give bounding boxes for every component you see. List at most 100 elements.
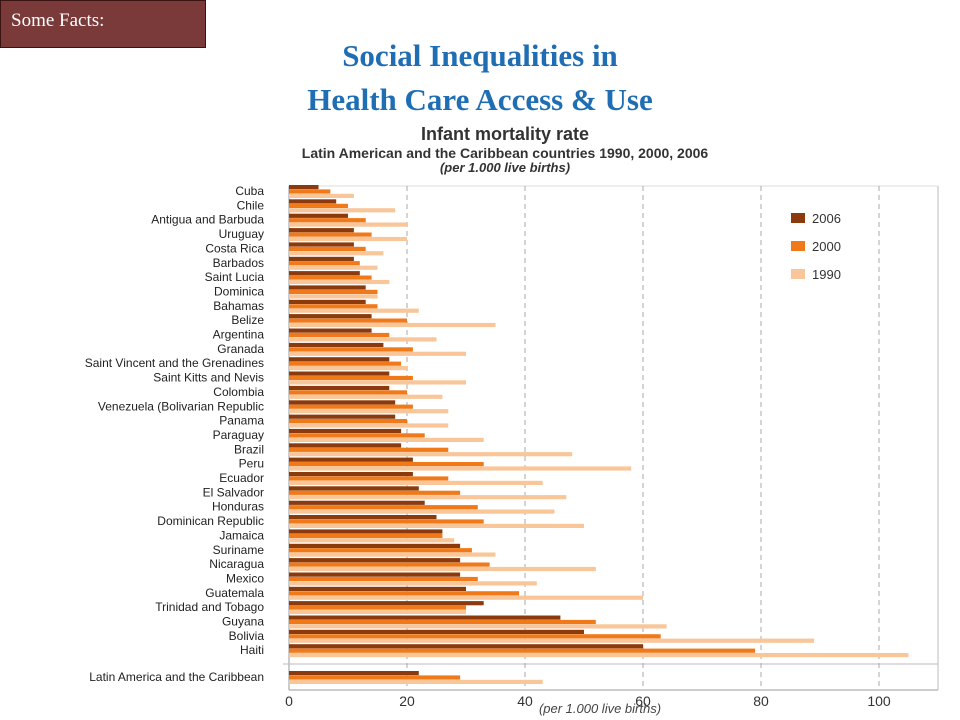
bar-2006-honduras bbox=[289, 500, 425, 505]
category-label: Colombia bbox=[213, 385, 264, 399]
bar-2000-brazil bbox=[289, 447, 449, 452]
bar-2006-barbados bbox=[289, 256, 354, 261]
legend-swatch-1990 bbox=[791, 269, 805, 279]
category-label: Jamaica bbox=[219, 528, 264, 542]
bar-2006-mexico bbox=[289, 572, 461, 577]
category-label: Saint Vincent and the Grenadines bbox=[85, 356, 264, 370]
category-label: Granada bbox=[217, 342, 264, 356]
bar-2006-cuba bbox=[289, 185, 319, 190]
bar-2006-saint-kitts-and-nevis bbox=[289, 371, 390, 376]
bar-1990-guatemala bbox=[289, 595, 643, 600]
bar-2000-dominican-republic bbox=[289, 519, 484, 524]
bar-2006-bahamas bbox=[289, 299, 366, 304]
bar-2006-panama bbox=[289, 414, 396, 419]
category-label: Brazil bbox=[234, 442, 264, 456]
category-label: Latin America and the Caribbean bbox=[89, 670, 264, 684]
bar-1990-argentina bbox=[289, 337, 437, 342]
bar-2000-belize bbox=[289, 318, 407, 323]
chart-unit-note: (per 1.000 live births) bbox=[439, 160, 571, 175]
tick-label-layer: 0 20 40 60 80 100 bbox=[285, 693, 891, 709]
bar-2006-brazil bbox=[289, 443, 402, 448]
bar-2000-bahamas bbox=[289, 304, 378, 309]
bar-2006-latin-america-and-the-caribbean bbox=[289, 671, 419, 676]
bar-2006-el-salvador bbox=[289, 486, 419, 491]
bar-2000-el-salvador bbox=[289, 490, 461, 495]
category-label: Trinidad and Tobago bbox=[155, 600, 264, 614]
bar-1990-el-salvador bbox=[289, 495, 567, 500]
bar-2006-belize bbox=[289, 314, 372, 319]
bar-2000-latin-america-and-the-caribbean bbox=[289, 675, 461, 680]
category-label: Venezuela (Bolivarian Republic bbox=[98, 399, 264, 413]
bar-layer bbox=[289, 185, 909, 684]
bar-1990-suriname bbox=[289, 552, 496, 557]
bar-2006-colombia bbox=[289, 385, 390, 391]
bar-1990-bolivia bbox=[289, 638, 815, 643]
bar-1990-haiti bbox=[289, 653, 909, 658]
category-label: Dominican Republic bbox=[157, 514, 264, 528]
bar-2000-venezuela-bolivarian-republic bbox=[289, 404, 413, 409]
bar-1990-saint-kitts-and-nevis bbox=[289, 380, 466, 385]
category-label: Barbados bbox=[213, 256, 264, 270]
bar-2000-granada bbox=[289, 347, 413, 352]
bar-1990-mexico bbox=[289, 581, 537, 586]
category-label: Mexico bbox=[226, 572, 264, 586]
category-label: Dominica bbox=[214, 284, 264, 298]
bar-2000-chile bbox=[289, 203, 348, 208]
x-tick-label: 20 bbox=[399, 693, 415, 709]
category-label: Paraguay bbox=[213, 428, 264, 442]
category-label: Honduras bbox=[212, 500, 264, 514]
bar-2000-saint-kitts-and-nevis bbox=[289, 375, 413, 381]
bar-1990-peru bbox=[289, 466, 632, 471]
bar-2000-saint-vincent-and-the-grenadines bbox=[289, 361, 402, 366]
bar-2006-jamaica bbox=[289, 529, 443, 534]
category-label: Nicaragua bbox=[209, 557, 264, 571]
bar-2006-costa-rica bbox=[289, 242, 354, 247]
category-label: Ecuador bbox=[219, 471, 264, 485]
bar-1990-barbados bbox=[289, 265, 378, 270]
bar-2000-argentina bbox=[289, 332, 390, 338]
category-label: Cuba bbox=[235, 184, 264, 198]
category-label: Bolivia bbox=[229, 629, 265, 643]
bar-2006-venezuela-bolivarian-republic bbox=[289, 400, 396, 405]
bar-1990-venezuela-bolivarian-republic bbox=[289, 409, 449, 414]
bar-2000-peru bbox=[289, 462, 484, 467]
bar-2006-suriname bbox=[289, 543, 461, 548]
x-tick-label: 0 bbox=[285, 693, 293, 709]
bar-1990-paraguay bbox=[289, 437, 484, 442]
bar-1990-chile bbox=[289, 208, 396, 213]
x-tick-label: 40 bbox=[517, 693, 533, 709]
bar-1990-antigua-and-barbuda bbox=[289, 222, 407, 227]
bar-2006-nicaragua bbox=[289, 558, 461, 563]
bar-2000-uruguay bbox=[289, 232, 372, 237]
x-tick-label: 100 bbox=[867, 693, 891, 709]
bar-2006-paraguay bbox=[289, 428, 402, 434]
bar-1990-dominica bbox=[289, 294, 378, 299]
bar-2006-saint-lucia bbox=[289, 271, 360, 276]
bar-2000-ecuador bbox=[289, 476, 449, 481]
bar-2006-ecuador bbox=[289, 472, 413, 477]
bar-2000-suriname bbox=[289, 548, 472, 553]
bar-2000-saint-lucia bbox=[289, 275, 372, 280]
bar-1990-brazil bbox=[289, 452, 573, 457]
bar-2006-antigua-and-barbuda bbox=[289, 213, 348, 218]
bar-1990-ecuador bbox=[289, 480, 543, 485]
bar-1990-trinidad-and-tobago bbox=[289, 609, 466, 615]
bar-2006-haiti bbox=[289, 644, 643, 649]
bar-2000-haiti bbox=[289, 648, 756, 653]
category-label: Chile bbox=[237, 198, 265, 212]
bar-2000-guyana bbox=[289, 619, 596, 625]
bar-2000-barbados bbox=[289, 261, 360, 266]
x-tick-label: 60 bbox=[635, 693, 651, 709]
bar-2000-jamaica bbox=[289, 533, 443, 538]
category-label: Saint Lucia bbox=[205, 270, 265, 284]
some-facts-badge: Some Facts: bbox=[0, 0, 206, 48]
bar-1990-panama bbox=[289, 423, 449, 428]
legend-swatch-2006 bbox=[791, 213, 805, 223]
category-label: Antigua and Barbuda bbox=[151, 213, 264, 227]
bar-1990-latin-america-and-the-caribbean bbox=[289, 679, 543, 684]
legend-label-2006: 2006 bbox=[812, 211, 841, 226]
bar-2006-trinidad-and-tobago bbox=[289, 601, 484, 606]
category-label: Haiti bbox=[240, 643, 264, 657]
slide-title-line-2: Health Care Access & Use bbox=[307, 82, 653, 117]
bar-1990-costa-rica bbox=[289, 251, 384, 256]
